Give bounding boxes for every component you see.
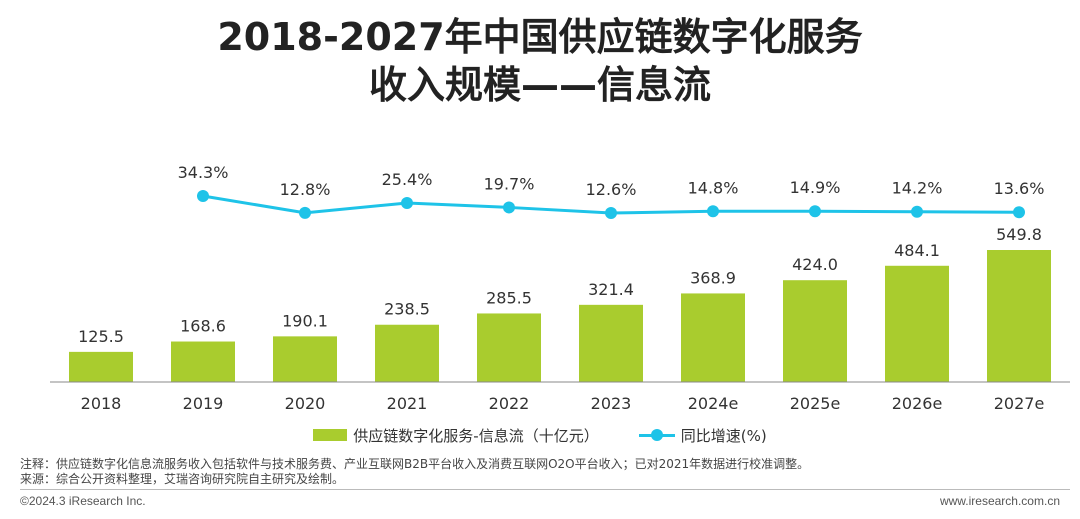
x-tick-label-2018: 2018: [81, 394, 122, 413]
bar-label-2022: 285.5: [486, 288, 532, 307]
chart-legend: 供应链数字化服务-信息流（十亿元） 同比增速(%): [0, 424, 1080, 446]
growth-label-2020: 12.8%: [280, 180, 331, 199]
x-tick-label-2022: 2022: [489, 394, 530, 413]
growth-point-2021: [401, 196, 413, 209]
footer-website: www.iresearch.com.cn: [939, 494, 1060, 508]
x-tick-label-2025e: 2025e: [790, 394, 841, 413]
bar-2024e: [681, 293, 745, 382]
growth-point-2024e: [707, 205, 719, 218]
bar-label-2019: 168.6: [180, 317, 226, 336]
bar-label-2026e: 484.1: [894, 241, 940, 260]
bar-2023: [579, 304, 643, 382]
bar-label-2021: 238.5: [384, 300, 430, 319]
bar-label-2018: 125.5: [78, 327, 124, 346]
bar-label-2025e: 424.0: [792, 255, 838, 274]
bar-2022: [477, 313, 541, 382]
growth-point-2019: [197, 190, 209, 202]
bar-2019: [171, 341, 235, 382]
growth-point-2022: [503, 201, 515, 214]
legend-item-bar: 供应链数字化服务-信息流（十亿元）: [313, 425, 599, 446]
bar-2026e: [885, 265, 949, 382]
growth-label-2025e: 14.9%: [790, 178, 841, 197]
chart-title-line1: 2018-2027年中国供应链数字化服务: [217, 15, 863, 59]
chart-note: 注释：供应链数字化信息流服务收入包括软件与技术服务费、产业互联网B2B平台收入及…: [20, 457, 810, 471]
bar-2020: [273, 336, 337, 382]
bar-2021: [375, 324, 439, 382]
chart-title-line2: 收入规模——信息流: [368, 63, 711, 107]
footer-copyright: ©2024.3 iResearch Inc.: [20, 494, 146, 508]
x-tick-label-2026e: 2026e: [892, 394, 943, 413]
growth-point-2020: [299, 206, 311, 219]
legend-label-bar: 供应链数字化服务-信息流（十亿元）: [353, 426, 599, 445]
x-tick-label-2020: 2020: [285, 394, 326, 413]
chart-area: 125.5 168.6 190.1 238.5 285.5 321.4 368.9 424.0…: [50, 163, 1070, 413]
legend-swatch-line: [638, 429, 675, 441]
x-tick-label-2021: 2021: [387, 394, 428, 413]
growth-point-2023: [605, 207, 617, 219]
x-tick-label-2019: 2019: [183, 394, 224, 413]
growth-point-2025e: [809, 205, 821, 218]
legend-item-line: 同比增速(%): [638, 425, 767, 446]
footer-divider: [20, 489, 1070, 490]
growth-label-2021: 25.4%: [382, 170, 433, 189]
bar-label-2020: 190.1: [282, 311, 328, 330]
growth-label-2019: 34.3%: [178, 163, 229, 182]
legend-label-line: 同比增速(%): [680, 426, 767, 445]
bar-2027e: [987, 250, 1051, 382]
growth-label-2027e: 13.6%: [994, 179, 1045, 198]
bar-2025e: [783, 280, 847, 382]
x-tick-label-2024e: 2024e: [688, 394, 739, 413]
growth-point-2027e: [1013, 206, 1025, 219]
x-tick-label-2023: 2023: [591, 394, 632, 413]
growth-label-2023: 12.6%: [586, 180, 637, 199]
growth-label-2022: 19.7%: [484, 174, 535, 193]
bar-label-2024e: 368.9: [690, 268, 736, 287]
bar-label-2023: 321.4: [588, 280, 634, 299]
growth-label-2026e: 14.2%: [892, 179, 943, 198]
growth-label-2024e: 14.8%: [688, 178, 739, 197]
chart-source: 来源：综合公开资料整理，艾瑞咨询研究院自主研究及绘制。: [20, 472, 345, 486]
bar-label-2027e: 549.8: [996, 225, 1042, 244]
legend-swatch-bar: [313, 429, 348, 441]
x-tick-label-2027e: 2027e: [994, 394, 1045, 413]
growth-point-2026e: [911, 205, 923, 218]
bar-2018: [69, 351, 133, 382]
